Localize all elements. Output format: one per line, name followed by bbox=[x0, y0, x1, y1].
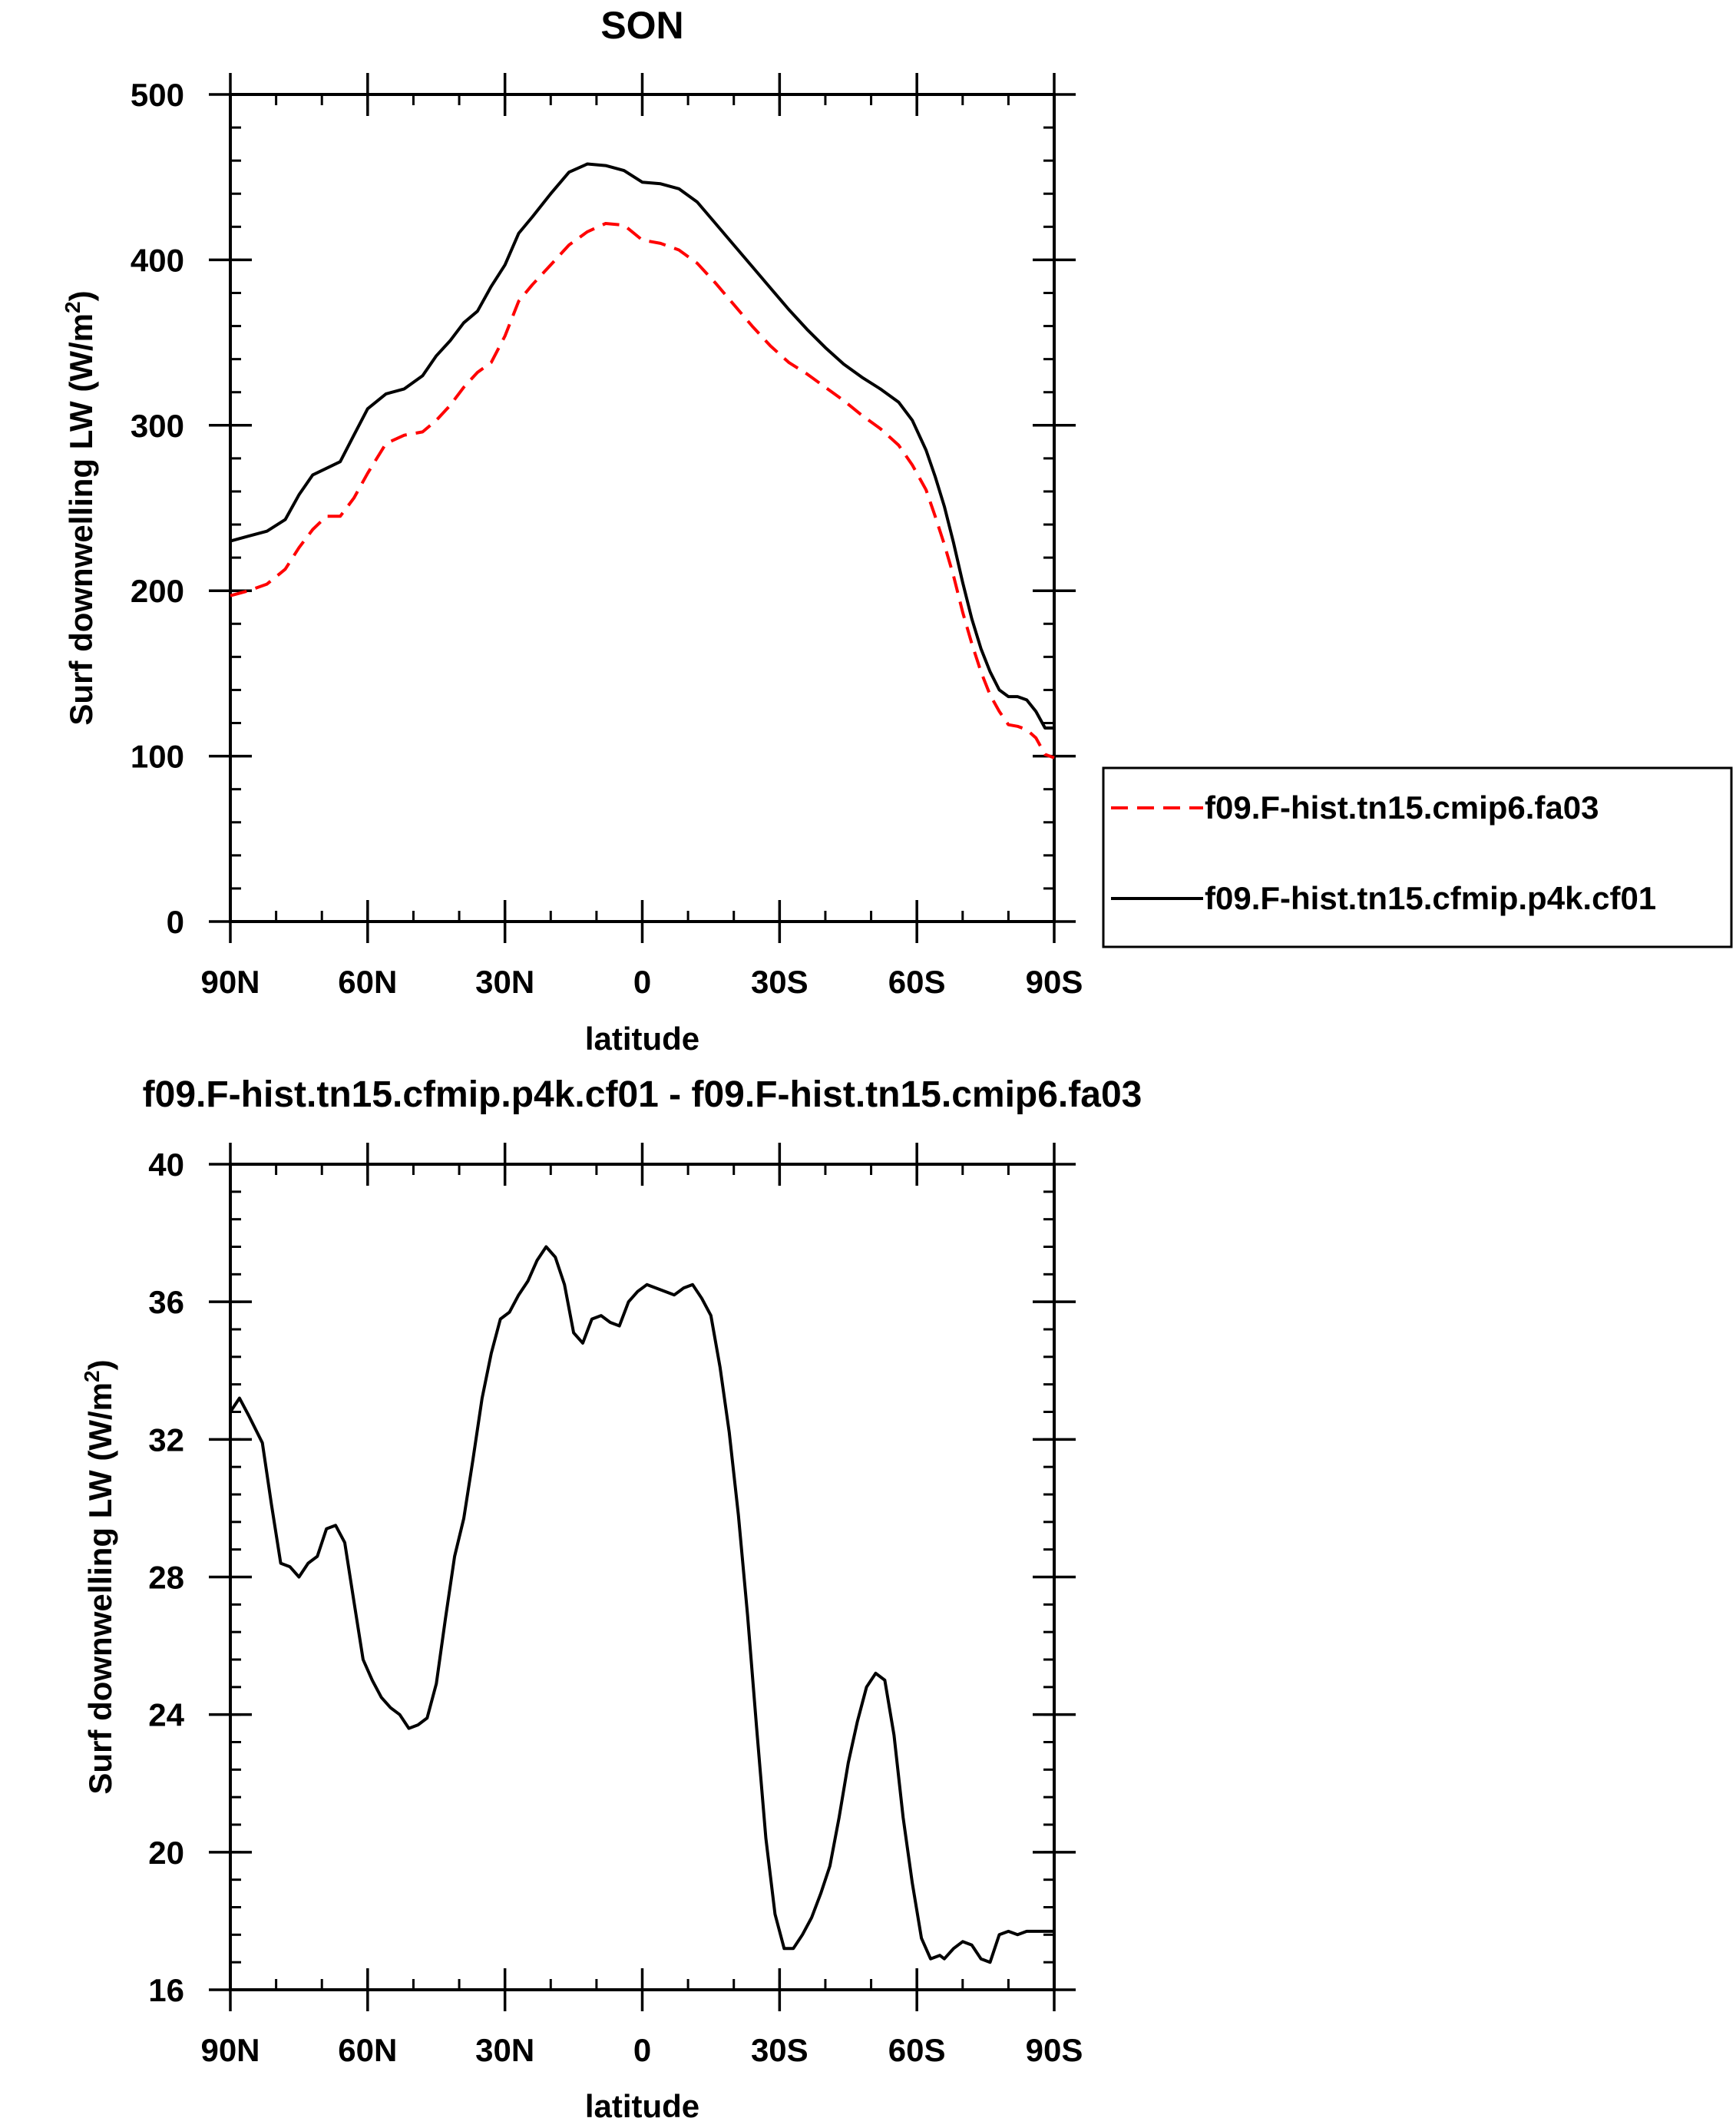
x-tick-label: 60N bbox=[338, 964, 397, 1000]
panel-bottom: f09.F-hist.tn15.cfmip.p4k.cf01 - f09.F-h… bbox=[80, 1074, 1142, 2124]
x-axis-label: latitude bbox=[585, 1021, 699, 1057]
y-axis-label-close: ) bbox=[63, 290, 99, 301]
chart-title: SON bbox=[600, 4, 683, 47]
y-tick-label: 20 bbox=[148, 1835, 184, 1871]
x-tick-label: 60S bbox=[888, 964, 946, 1000]
x-tick-label: 90N bbox=[200, 2032, 260, 2068]
series-line-2 bbox=[230, 162, 1054, 730]
y-axis-label: Surf downwelling LW (W/m2) bbox=[61, 290, 99, 725]
y-axis-label: Surf downwelling LW (W/m2) bbox=[80, 1359, 118, 1794]
y-tick-label: 24 bbox=[148, 1697, 184, 1733]
y-axis-label-close: ) bbox=[82, 1359, 118, 1370]
y-tick-label: 32 bbox=[148, 1421, 184, 1458]
y-tick-label: 500 bbox=[131, 77, 184, 113]
y-tick-label: 0 bbox=[167, 904, 184, 940]
y-tick-label: 16 bbox=[148, 1972, 184, 2008]
y-axis-label-superscript: 2 bbox=[80, 1370, 104, 1382]
x-tick-label: 60N bbox=[338, 2032, 397, 2068]
plot-frame bbox=[229, 1163, 1056, 1991]
chart-title: f09.F-hist.tn15.cfmip.p4k.cf01 - f09.F-h… bbox=[143, 1074, 1142, 1115]
x-tick-label: 30S bbox=[751, 964, 808, 1000]
y-tick-label: 400 bbox=[131, 242, 184, 278]
legend-box bbox=[1102, 766, 1733, 948]
legend-label-2: f09.F-hist.tn15.cfmip.p4k.cf01 bbox=[1205, 880, 1656, 916]
series-line-1 bbox=[230, 222, 1055, 760]
y-tick-label: 36 bbox=[148, 1284, 184, 1320]
y-tick-label: 300 bbox=[131, 408, 184, 444]
y-tick-label: 100 bbox=[131, 739, 184, 775]
y-tick-label: 40 bbox=[148, 1147, 184, 1183]
panel-top: SON 0 100 200 300 400 500 90N 60N 30N 0 30S 60S 90S la… bbox=[61, 4, 1733, 1057]
y-axis-label-main: Surf downwelling LW (W/m bbox=[63, 313, 99, 726]
x-tick-label: 90S bbox=[1026, 2032, 1083, 2068]
x-tick-label: 30S bbox=[751, 2032, 808, 2068]
y-tick-label: 200 bbox=[131, 573, 184, 609]
y-axis-label-main: Surf downwelling LW (W/m bbox=[82, 1382, 118, 1795]
x-tick-label: 30N bbox=[475, 964, 534, 1000]
legend-label-1: f09.F-hist.tn15.cmip6.fa03 bbox=[1205, 789, 1599, 826]
plot-frame bbox=[229, 93, 1056, 923]
x-tick-label: 0 bbox=[633, 2032, 651, 2068]
y-axis-label-superscript: 2 bbox=[61, 301, 84, 313]
x-tick-label: 90N bbox=[200, 964, 260, 1000]
series-line-1 bbox=[229, 1245, 1054, 1964]
x-tick-label: 0 bbox=[633, 964, 651, 1000]
x-axis-label: latitude bbox=[585, 2088, 699, 2124]
x-tick-label: 90S bbox=[1026, 964, 1083, 1000]
x-tick-label: 60S bbox=[888, 2032, 946, 2068]
y-tick-label: 28 bbox=[148, 1560, 184, 1596]
legend: f09.F-hist.tn15.cmip6.fa03 f09.F-hist.tn1… bbox=[1102, 766, 1733, 948]
x-tick-label: 30N bbox=[475, 2032, 534, 2068]
